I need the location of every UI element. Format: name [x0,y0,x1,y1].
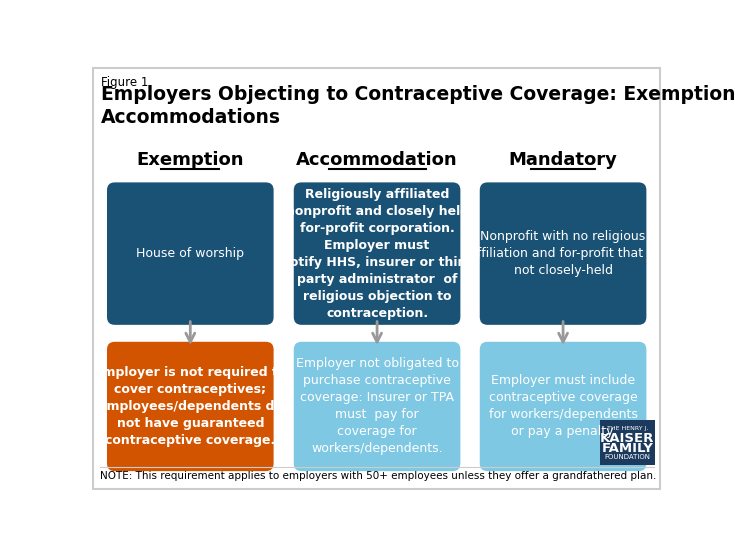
Text: Mandatory: Mandatory [509,150,617,169]
Text: Employer not obligated to
purchase contraceptive
coverage: Insurer or TPA
must  : Employer not obligated to purchase contr… [295,358,459,456]
Text: Employer must include
contraceptive coverage
for workers/dependents
or pay a pen: Employer must include contraceptive cove… [489,375,637,439]
Text: THE HENRY J.: THE HENRY J. [606,426,648,431]
Text: Accommodation: Accommodation [296,150,458,169]
Text: Nonprofit with no religious
affiliation and for-profit that is
not closely-held: Nonprofit with no religious affiliation … [469,230,657,277]
Text: Exemption: Exemption [137,150,244,169]
FancyBboxPatch shape [107,182,273,325]
FancyBboxPatch shape [107,342,273,471]
Text: KAISER: KAISER [600,431,655,445]
FancyBboxPatch shape [480,342,646,471]
Text: Employer is not required to
cover contraceptives;
Employees/dependents do
not ha: Employer is not required to cover contra… [94,366,287,447]
Text: House of worship: House of worship [136,247,244,260]
FancyBboxPatch shape [294,342,460,471]
FancyBboxPatch shape [294,182,460,325]
Text: FAMILY: FAMILY [601,441,653,455]
Text: NOTE: This requirement applies to employers with 50+ employees unless they offer: NOTE: This requirement applies to employ… [100,471,656,481]
FancyBboxPatch shape [480,182,646,325]
Text: Religiously affiliated
nonprofit and closely held
for-profit corporation.
Employ: Religiously affiliated nonprofit and clo… [282,187,473,320]
Text: Employers Objecting to Contraceptive Coverage: Exemptions and
Accommodations: Employers Objecting to Contraceptive Cov… [101,85,735,127]
Text: FOUNDATION: FOUNDATION [604,455,650,461]
FancyBboxPatch shape [600,420,656,465]
Text: Figure 1: Figure 1 [101,76,148,89]
